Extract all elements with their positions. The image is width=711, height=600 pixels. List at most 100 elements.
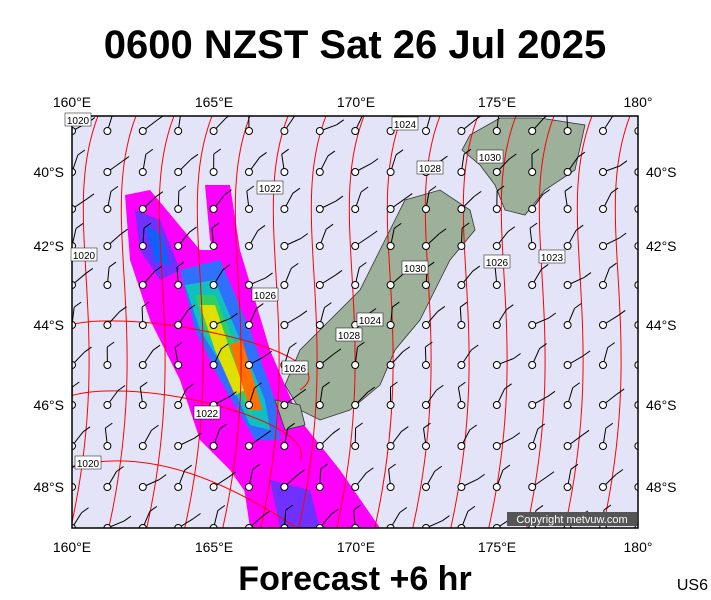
wind-station bbox=[422, 341, 433, 369]
wind-station bbox=[209, 505, 226, 528]
wind-station bbox=[457, 265, 481, 289]
map-content bbox=[72, 109, 662, 528]
station bbox=[103, 361, 112, 369]
isobar-label: 1022 bbox=[196, 409, 219, 420]
copyright-bg bbox=[507, 512, 637, 526]
barb-flag bbox=[113, 109, 120, 114]
barb-flag bbox=[262, 510, 270, 517]
lat-label: 42°S bbox=[646, 238, 677, 254]
wind-station bbox=[174, 185, 187, 213]
barb-flag bbox=[392, 301, 400, 308]
barb-flag bbox=[458, 381, 466, 388]
barb-flag bbox=[298, 388, 307, 395]
station bbox=[103, 483, 112, 491]
wind-station bbox=[209, 148, 222, 176]
station bbox=[457, 127, 466, 135]
barb-flag bbox=[544, 116, 548, 119]
station bbox=[315, 361, 324, 369]
station bbox=[209, 242, 218, 250]
isobar-label: 1026 bbox=[254, 291, 277, 302]
station bbox=[634, 483, 638, 491]
barb-flag bbox=[572, 382, 581, 389]
wind-station bbox=[634, 242, 638, 250]
wind-station bbox=[72, 507, 89, 528]
barb-flag bbox=[117, 385, 126, 391]
wind-station bbox=[599, 469, 624, 491]
station bbox=[351, 401, 360, 409]
wind-station bbox=[280, 469, 305, 491]
wind-station bbox=[280, 310, 308, 329]
station bbox=[280, 127, 289, 135]
barb-flag bbox=[542, 189, 551, 195]
barb-flag bbox=[603, 504, 612, 511]
barb-flag bbox=[259, 152, 267, 158]
station bbox=[422, 483, 430, 491]
wind-station bbox=[103, 261, 117, 289]
barb-flag bbox=[263, 430, 272, 437]
wind-station bbox=[174, 304, 196, 329]
wind-station bbox=[634, 321, 638, 329]
station bbox=[386, 361, 395, 369]
station bbox=[634, 127, 638, 135]
wind-station bbox=[138, 505, 158, 528]
wind-station bbox=[599, 160, 628, 176]
wind-station bbox=[138, 474, 167, 491]
station bbox=[492, 321, 501, 329]
barb-flag bbox=[652, 349, 659, 354]
barb-flag bbox=[256, 303, 264, 309]
wind-station bbox=[492, 185, 505, 213]
barb-flag bbox=[289, 342, 297, 349]
wind-station bbox=[386, 193, 413, 213]
station bbox=[209, 127, 218, 135]
barb-flag bbox=[426, 261, 435, 268]
wind-station bbox=[457, 424, 477, 450]
station bbox=[209, 524, 218, 528]
isobar-label: 1026 bbox=[284, 364, 307, 375]
station bbox=[72, 321, 76, 329]
station bbox=[528, 401, 537, 409]
station bbox=[492, 401, 501, 409]
lon-label: 165°E bbox=[195, 94, 233, 110]
barb-flag bbox=[367, 386, 376, 393]
barb-flag bbox=[219, 423, 227, 430]
station bbox=[422, 321, 430, 329]
title: 0600 NZST Sat 26 Jul 2025 bbox=[104, 23, 607, 67]
barb-flag bbox=[547, 390, 556, 397]
station bbox=[457, 321, 466, 329]
station bbox=[599, 168, 607, 176]
wind-station bbox=[422, 465, 443, 491]
wind-station bbox=[245, 510, 270, 528]
barb-flag bbox=[320, 463, 328, 470]
barb-flag bbox=[655, 119, 662, 124]
wind-station bbox=[315, 270, 343, 289]
station bbox=[457, 361, 466, 369]
barb-flag bbox=[152, 344, 161, 351]
station bbox=[103, 401, 112, 409]
wind-station bbox=[351, 504, 361, 528]
wind-station bbox=[386, 426, 409, 450]
barb-flag bbox=[123, 515, 132, 522]
barb-flag bbox=[612, 116, 614, 117]
wind-station bbox=[103, 385, 126, 409]
station bbox=[457, 401, 466, 409]
station bbox=[351, 442, 360, 450]
station bbox=[103, 168, 112, 176]
wind-station bbox=[280, 233, 309, 250]
wind-station bbox=[174, 153, 199, 176]
barb-flag bbox=[512, 432, 521, 439]
station bbox=[422, 401, 430, 409]
wind-station bbox=[351, 230, 378, 250]
wind-station bbox=[209, 189, 232, 213]
station bbox=[528, 442, 537, 450]
barb-flag bbox=[327, 150, 336, 157]
station bbox=[174, 281, 183, 289]
station bbox=[492, 361, 501, 369]
wind-station bbox=[103, 306, 127, 329]
isobar bbox=[146, 116, 175, 528]
wind-station bbox=[280, 148, 289, 176]
barb-flag bbox=[73, 301, 82, 308]
station bbox=[315, 483, 324, 491]
barb-flag bbox=[471, 344, 479, 351]
wind-station bbox=[315, 428, 340, 450]
station bbox=[72, 483, 76, 491]
